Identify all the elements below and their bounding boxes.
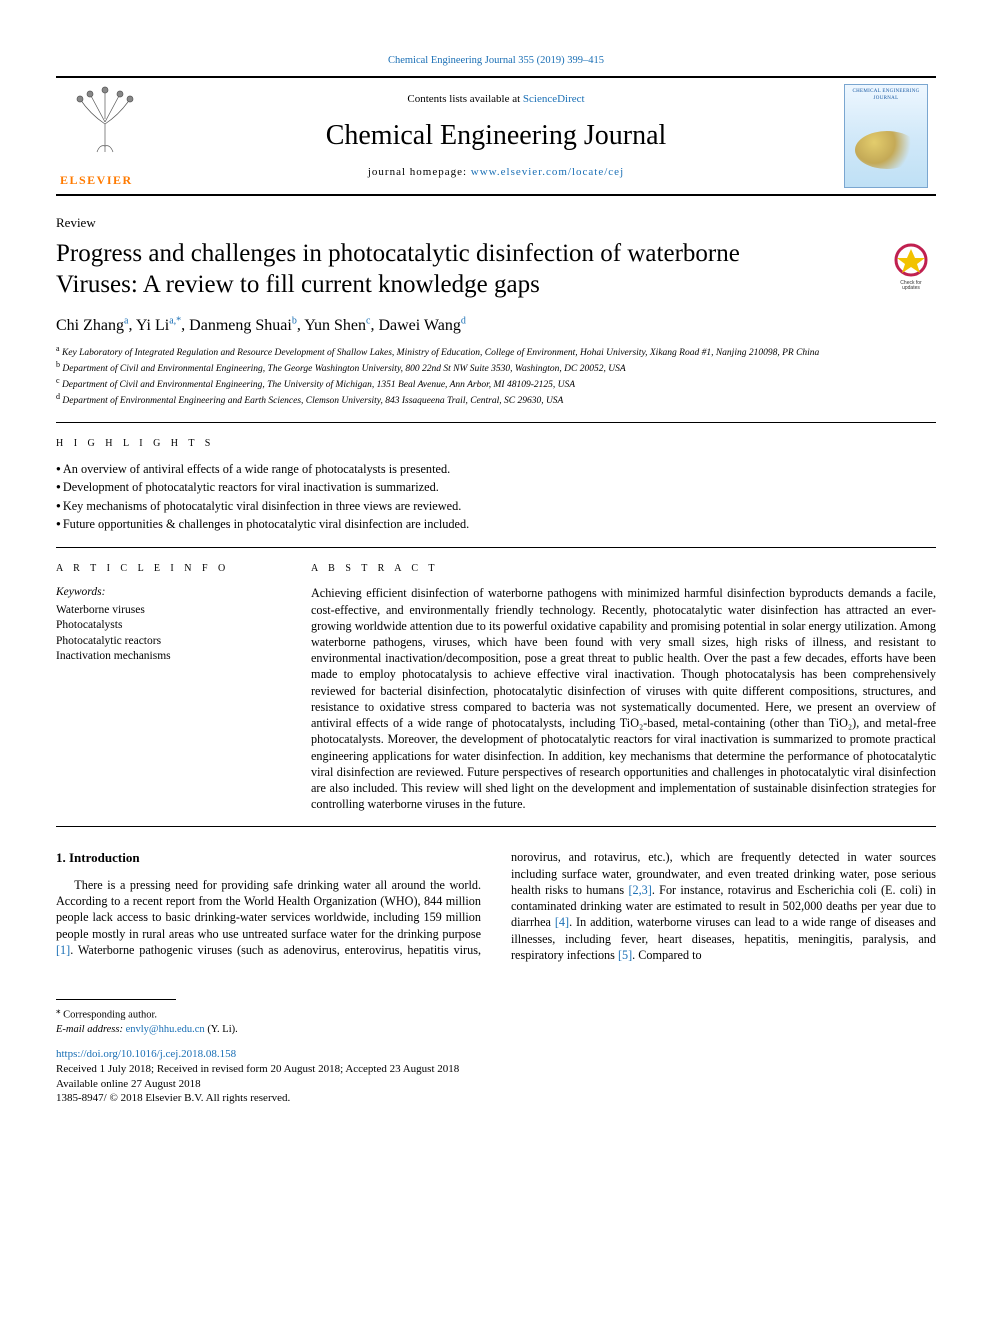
corresponding-note: ⁎ Corresponding author. [56,1004,936,1023]
article-info-label: A R T I C L E I N F O [56,562,281,576]
highlights-label: H I G H L I G H T S [56,437,936,451]
divider [56,826,936,827]
copyright-line: 1385-8947/ © 2018 Elsevier B.V. All righ… [56,1091,936,1106]
contents-line: Contents lists available at ScienceDirec… [407,92,584,107]
affiliation: b Department of Civil and Environmental … [56,360,936,376]
citation-link[interactable]: [5] [618,948,632,962]
abstract-label: A B S T R A C T [311,562,936,576]
affil-marker: c [366,315,370,326]
elsevier-tree-icon [60,84,150,154]
keywords-list: Waterborne viruses Photocatalysts Photoc… [56,603,281,665]
top-citation: Chemical Engineering Journal 355 (2019) … [56,54,936,68]
affil-marker: b [292,315,297,326]
check-updates-badge[interactable]: Check for updates [886,240,936,290]
cover-art-icon [855,131,919,169]
email-note: E-mail address: envly@hhu.edu.cn (Y. Li)… [56,1023,936,1037]
keyword: Waterborne viruses [56,603,281,619]
highlight-item: Key mechanisms of photocatalytic viral d… [56,498,936,515]
divider [56,547,936,548]
citation-link[interactable]: [2,3] [628,883,651,897]
affil-marker: d [461,315,466,326]
article-title: Progress and challenges in photocatalyti… [56,238,826,301]
homepage-line: journal homepage: www.elsevier.com/locat… [368,165,624,180]
highlight-item: Development of photocatalytic reactors f… [56,479,936,496]
keyword: Inactivation mechanisms [56,649,281,665]
article-type: Review [56,214,936,232]
author: Dawei Wangd [378,317,465,334]
homepage-prefix: journal homepage: [368,166,471,178]
cover-thumb: CHEMICAL ENGINEERING JOURNAL [836,78,936,194]
keywords-heading: Keywords: [56,585,281,601]
section-heading: 1. Introduction [56,849,481,867]
footnote-divider [56,999,176,1000]
journal-header: ELSEVIER Contents lists available at Sci… [56,76,936,196]
footnotes: ⁎ Corresponding author. E-mail address: … [56,1004,936,1037]
keyword: Photocatalytic reactors [56,634,281,650]
doi-link[interactable]: https://doi.org/10.1016/j.cej.2018.08.15… [56,1048,236,1060]
affiliation: c Department of Civil and Environmental … [56,376,936,392]
journal-title: Chemical Engineering Journal [326,117,667,155]
article-history: Received 1 July 2018; Received in revise… [56,1062,936,1077]
highlight-item: Future opportunities & challenges in pho… [56,516,936,533]
author: Yun Shenc [304,317,370,334]
doi-line: https://doi.org/10.1016/j.cej.2018.08.15… [56,1047,936,1062]
email-link[interactable]: envly@hhu.edu.cn [126,1024,205,1035]
citation-link[interactable]: [1] [56,943,70,957]
highlights-list: An overview of antiviral effects of a wi… [56,461,936,533]
keyword: Photocatalysts [56,618,281,634]
affiliations: a Key Laboratory of Integrated Regulatio… [56,344,936,408]
highlight-item: An overview of antiviral effects of a wi… [56,461,936,478]
affiliation: d Department of Environmental Engineerin… [56,392,936,408]
author: Danmeng Shuaib [189,317,297,334]
publisher-name: ELSEVIER [60,172,152,188]
affil-marker: a [124,315,128,326]
publisher-block: ELSEVIER [56,78,156,194]
homepage-link[interactable]: www.elsevier.com/locate/cej [471,166,624,178]
affil-marker: a,* [169,315,181,326]
cover-tiny-title: CHEMICAL ENGINEERING JOURNAL [845,85,927,103]
author: Chi Zhanga [56,317,128,334]
top-citation-link[interactable]: Chemical Engineering Journal 355 (2019) … [388,55,604,66]
available-online: Available online 27 August 2018 [56,1077,936,1092]
author: Yi Lia,* [136,317,181,334]
svg-text:updates: updates [902,285,920,290]
affiliation: a Key Laboratory of Integrated Regulatio… [56,344,936,360]
divider [56,422,936,423]
citation-link[interactable]: [4] [555,915,569,929]
authors-line: Chi Zhanga, Yi Lia,*, Danmeng Shuaib, Yu… [56,314,936,336]
header-center: Contents lists available at ScienceDirec… [156,78,836,194]
abstract-text: Achieving efficient disinfection of wate… [311,585,936,812]
contents-prefix: Contents lists available at [407,93,522,105]
sciencedirect-link[interactable]: ScienceDirect [523,93,585,105]
